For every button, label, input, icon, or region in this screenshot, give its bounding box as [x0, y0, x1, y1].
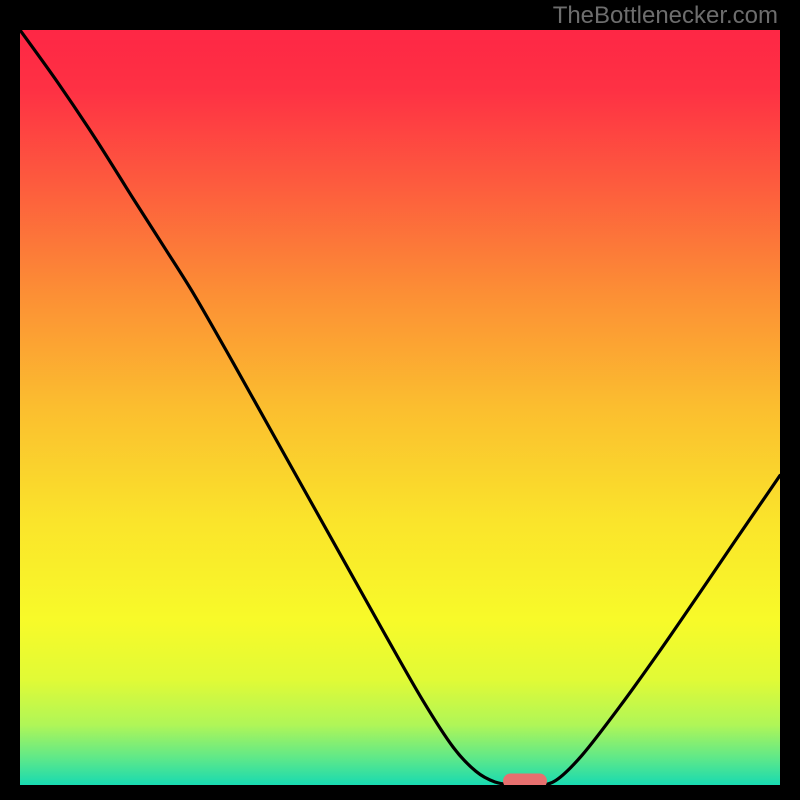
watermark-text: TheBottlenecker.com: [553, 2, 778, 30]
chart-canvas: TheBottlenecker.com: [0, 0, 800, 800]
plot-svg: [20, 30, 780, 785]
gradient-background: [20, 30, 780, 785]
optimal-marker: [503, 774, 547, 786]
plot-area: [20, 30, 780, 785]
